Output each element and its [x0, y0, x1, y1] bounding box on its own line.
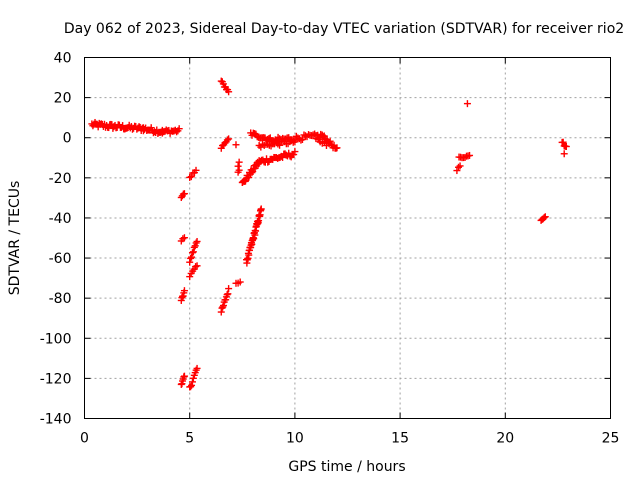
y-tick-label: 20 [54, 91, 72, 107]
y-tick-label: -60 [49, 251, 72, 267]
data-point [322, 142, 330, 150]
data-point [225, 88, 233, 96]
axis-ticks: 0 5 10 15 20 25 40 20 0 -20 -40 -60 -80 -100 -120 -140 [40, 51, 620, 447]
data-point [333, 144, 341, 152]
data-point [248, 169, 256, 177]
y-tick-label: -140 [40, 412, 72, 428]
data-point [187, 383, 195, 391]
data-point [560, 150, 568, 158]
data-point [193, 237, 201, 245]
x-tick-label: 10 [286, 431, 304, 447]
data-point [188, 378, 196, 386]
data-point [541, 213, 549, 221]
data-point [193, 262, 201, 270]
x-tick-label: 25 [602, 431, 620, 447]
x-axis-label: GPS time / hours [288, 459, 405, 475]
data-point [180, 234, 188, 242]
data-point [188, 381, 196, 389]
data-point [186, 173, 194, 181]
x-tick-label: 5 [185, 431, 194, 447]
data-point [180, 190, 188, 198]
data-point [234, 162, 242, 170]
x-tick-label: 15 [391, 431, 409, 447]
y-axis-label: SDTVAR / TECUs [7, 181, 23, 296]
data-point [179, 235, 187, 243]
data-point [463, 100, 471, 108]
plot-frame [84, 57, 611, 419]
chart-title: Day 062 of 2023, Sidereal Day-to-day VTE… [64, 21, 624, 37]
y-tick-label: -120 [40, 371, 72, 387]
data-point [232, 141, 240, 149]
data-point [298, 136, 306, 144]
data-point [289, 137, 297, 145]
data-point [245, 173, 253, 181]
data-point [456, 162, 464, 170]
data-point [225, 285, 233, 293]
x-tick-label: 20 [496, 431, 514, 447]
data-point [186, 258, 194, 266]
data-point [223, 291, 231, 299]
data-point [219, 302, 227, 310]
y-tick-label: 0 [63, 131, 72, 147]
data-point [279, 153, 287, 161]
data-point [188, 249, 196, 257]
data-point [291, 148, 299, 156]
data-point [453, 167, 461, 175]
data-point [562, 142, 570, 150]
x-tick-label: 0 [80, 431, 89, 447]
data-point [235, 158, 243, 166]
data-point [454, 163, 462, 171]
data-point [217, 308, 225, 316]
data-point [135, 123, 143, 131]
data-point [187, 254, 195, 262]
data-point [559, 138, 567, 146]
data-point [187, 173, 195, 181]
data-points [88, 77, 570, 391]
data-point [235, 166, 243, 174]
data-point [180, 372, 188, 380]
data-point [326, 137, 334, 145]
data-point [224, 290, 232, 298]
data-point [219, 303, 227, 311]
data-point [225, 135, 233, 143]
data-point [192, 166, 200, 174]
data-point [188, 253, 196, 261]
data-point [257, 205, 265, 213]
data-point [180, 287, 188, 295]
data-point [192, 263, 200, 271]
data-point [223, 136, 231, 144]
data-point [192, 239, 200, 247]
grid [84, 57, 611, 419]
y-tick-label: -40 [49, 211, 72, 227]
data-point [311, 130, 319, 138]
data-point [175, 125, 183, 133]
y-tick-label: 40 [54, 51, 72, 67]
data-point [193, 364, 201, 372]
data-point [540, 214, 548, 222]
data-point [295, 135, 303, 143]
data-point [189, 248, 197, 256]
data-point [236, 278, 244, 286]
data-point [266, 134, 274, 142]
data-point [190, 243, 198, 251]
data-point [466, 151, 474, 159]
y-tick-label: -20 [49, 171, 72, 187]
data-point [186, 273, 194, 281]
data-point [276, 141, 284, 149]
y-tick-label: -100 [40, 331, 72, 347]
y-tick-label: -80 [49, 291, 72, 307]
